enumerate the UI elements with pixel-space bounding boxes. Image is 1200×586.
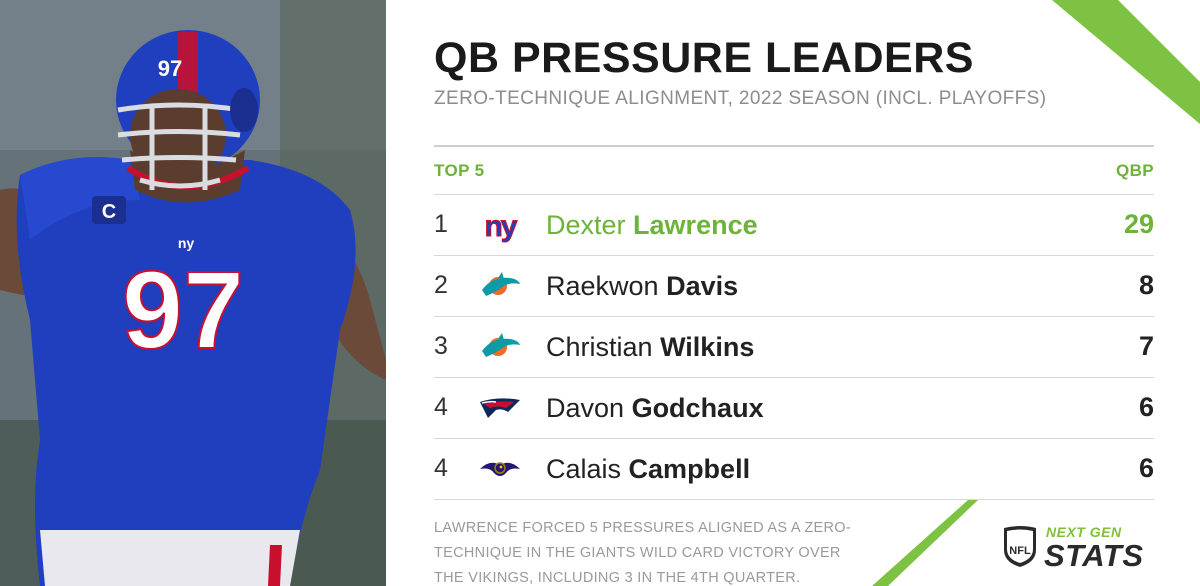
captain-patch: C <box>102 201 116 223</box>
leaderboard: 1 ny Dexter Lawrence 29 2 Raekwon Davis … <box>434 194 1154 500</box>
chest-team-mark: ny <box>178 235 195 251</box>
table-row: 2 Raekwon Davis 8 <box>434 255 1154 316</box>
rank: 2 <box>434 271 448 299</box>
player-name: Raekwon Davis <box>546 271 738 302</box>
svg-text:ny: ny <box>484 210 517 243</box>
rank: 3 <box>434 332 448 360</box>
rank: 4 <box>434 454 448 482</box>
dolphins-logo-icon <box>482 272 520 296</box>
last-name: Campbell <box>628 454 751 484</box>
ravens-logo-icon <box>480 462 520 476</box>
column-header-qbp: QBP <box>1115 161 1154 180</box>
last-name: Davis <box>666 271 739 301</box>
first-name: Davon <box>546 393 625 423</box>
page-subtitle: ZERO-TECHNIQUE ALIGNMENT, 2022 SEASON (I… <box>434 88 1047 109</box>
giants-logo-icon: ny <box>484 210 520 244</box>
qbp-value: 6 <box>1138 453 1154 483</box>
page-title: QB PRESSURE LEADERS <box>434 34 974 82</box>
qbp-value: 7 <box>1138 331 1154 361</box>
jersey-number: 97 <box>122 249 244 372</box>
table-row: 4 Calais Campbell 6 <box>434 438 1154 500</box>
player-name: Christian Wilkins <box>546 332 754 363</box>
footnote: LAWRENCE FORCED 5 PRESSURES ALIGNED AS A… <box>434 520 851 586</box>
brand-stats: STATS <box>1044 538 1144 573</box>
player-photo: C ny 97 97 <box>0 0 386 586</box>
last-name: Lawrence <box>633 210 758 240</box>
first-name: Raekwon <box>546 271 659 301</box>
header-divider <box>434 145 1154 147</box>
player-name: Davon Godchaux <box>546 393 764 424</box>
player-name: Dexter Lawrence <box>546 210 758 241</box>
first-name: Christian <box>546 332 653 362</box>
rank: 1 <box>434 210 448 238</box>
qbp-value: 8 <box>1138 270 1154 300</box>
player-name: Calais Campbell <box>546 454 750 485</box>
table-row: 3 Christian Wilkins 7 <box>434 316 1154 377</box>
dolphins-logo-icon <box>482 333 520 357</box>
qbp-value: 29 <box>1123 209 1154 239</box>
patriots-logo-icon <box>480 398 520 418</box>
rank: 4 <box>434 393 448 421</box>
nfl-shield-icon: NFL <box>1004 526 1036 567</box>
brand-next-gen: NEXT GEN <box>1046 524 1122 540</box>
helmet-number: 97 <box>158 56 182 81</box>
last-name: Wilkins <box>660 332 755 362</box>
nfl-shield-text: NFL <box>1009 545 1031 557</box>
column-header-top5: TOP 5 <box>434 161 485 180</box>
first-name: Calais <box>546 454 622 484</box>
first-name: Dexter <box>546 210 626 240</box>
qbp-value: 6 <box>1138 392 1154 422</box>
last-name: Godchaux <box>631 393 764 423</box>
table-row: 4 Davon Godchaux 6 <box>434 377 1154 438</box>
table-row: 1 ny Dexter Lawrence 29 <box>434 194 1154 255</box>
